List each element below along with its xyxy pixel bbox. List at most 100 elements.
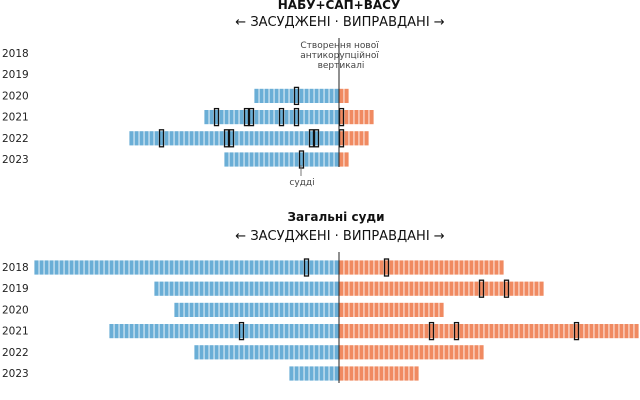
convicted-case-mark <box>78 259 85 276</box>
acquitted-case-mark <box>388 280 395 297</box>
judge-marker <box>428 321 435 341</box>
convicted-case-mark <box>243 344 250 361</box>
acquitted-case-mark <box>473 323 480 340</box>
convicted-case-mark <box>193 259 200 276</box>
convicted-case-mark <box>143 259 150 276</box>
convicted-case-mark <box>323 301 330 318</box>
convicted-case-mark <box>273 151 280 168</box>
convicted-case-mark <box>153 323 160 340</box>
acquitted-case-mark <box>383 344 390 361</box>
convicted-case-mark <box>48 259 55 276</box>
convicted-case-mark <box>203 323 210 340</box>
convicted-case-mark <box>268 151 275 168</box>
acquitted-case-mark <box>443 280 450 297</box>
convicted-case-mark <box>118 323 125 340</box>
convicted-case-mark <box>238 280 245 297</box>
convicted-case-mark <box>308 301 315 318</box>
convicted-case-mark <box>308 344 315 361</box>
convicted-case-mark <box>308 323 315 340</box>
acquitted-case-mark <box>368 280 375 297</box>
acquitted-case-mark <box>408 365 415 382</box>
acquitted-case-mark <box>423 301 430 318</box>
convicted-case-mark <box>243 259 250 276</box>
acquitted-case-mark <box>388 301 395 318</box>
acquitted-case-mark <box>418 344 425 361</box>
acquitted-case-mark <box>393 365 400 382</box>
acquitted-case-mark <box>483 259 490 276</box>
acquitted-case-mark <box>423 344 430 361</box>
acquitted-case-mark <box>513 280 520 297</box>
acquitted-case-mark <box>498 323 505 340</box>
acquitted-case-mark <box>353 323 360 340</box>
acquitted-case-mark <box>343 259 350 276</box>
acquitted-case-mark <box>493 259 500 276</box>
convicted-case-mark <box>283 259 290 276</box>
acquitted-case-mark <box>473 344 480 361</box>
convicted-case-mark <box>313 151 320 168</box>
convicted-case-mark <box>193 344 200 361</box>
convicted-case-mark <box>178 323 185 340</box>
acquitted-case-mark <box>448 323 455 340</box>
convicted-case-mark <box>268 323 275 340</box>
convicted-case-mark <box>283 323 290 340</box>
acquitted-case-mark <box>528 280 535 297</box>
acquitted-case-mark <box>418 301 425 318</box>
acquitted-case-mark <box>398 344 405 361</box>
acquitted-case-mark <box>393 301 400 318</box>
convicted-case-mark <box>118 259 125 276</box>
judges-annotation: судді <box>289 178 314 188</box>
convicted-case-mark <box>268 259 275 276</box>
acquitted-case-mark <box>358 130 365 147</box>
convicted-case-mark <box>268 344 275 361</box>
acquitted-case-mark <box>373 344 380 361</box>
acquitted-case-mark <box>613 323 620 340</box>
convicted-case-mark <box>263 130 270 147</box>
convicted-case-mark <box>263 88 270 104</box>
acquitted-case-mark <box>363 301 370 318</box>
convicted-case-mark <box>303 109 310 125</box>
convicted-case-mark <box>243 130 250 147</box>
convicted-case-mark <box>263 109 270 125</box>
acquitted-case-mark <box>603 323 610 340</box>
convicted-case-mark <box>288 301 295 318</box>
convicted-case-mark <box>183 323 190 340</box>
acquitted-case-mark <box>443 259 450 276</box>
convicted-case-mark <box>73 259 80 276</box>
convicted-case-mark <box>258 344 265 361</box>
convicted-case-mark <box>308 88 315 104</box>
convicted-case-mark <box>63 259 70 276</box>
acquitted-case-mark <box>413 344 420 361</box>
acquitted-case-mark <box>628 323 635 340</box>
acquitted-case-mark <box>523 280 530 297</box>
convicted-case-mark <box>208 344 215 361</box>
convicted-case-mark <box>298 280 305 297</box>
convicted-case-mark <box>228 109 235 125</box>
acquitted-case-mark <box>448 344 455 361</box>
convicted-case-mark <box>263 301 270 318</box>
convicted-case-mark <box>273 344 280 361</box>
convicted-case-mark <box>253 301 260 318</box>
panel-1-title: НАБУ+САП+ВАСУ <box>278 0 400 12</box>
acquitted-case-mark <box>418 323 425 340</box>
convicted-case-mark <box>278 88 285 104</box>
acquitted-case-mark <box>563 323 570 340</box>
convicted-case-mark <box>168 259 175 276</box>
convicted-case-mark <box>153 259 160 276</box>
convicted-case-mark <box>328 88 335 104</box>
convicted-case-mark <box>328 323 335 340</box>
acquitted-case-mark <box>363 130 370 147</box>
convicted-case-mark <box>308 259 315 276</box>
panel-1: 2018 2019 2020 2021 2022 2023 <box>2 38 375 169</box>
convicted-case-mark <box>153 130 160 147</box>
convicted-case-mark <box>233 109 240 125</box>
acquitted-case-mark <box>438 344 445 361</box>
acquitted-case-mark <box>388 344 395 361</box>
convicted-case-mark <box>293 280 300 297</box>
convicted-case-mark <box>333 259 340 276</box>
acquitted-case-mark <box>483 280 490 297</box>
acquitted-case-mark <box>388 365 395 382</box>
convicted-case-mark <box>293 130 300 147</box>
convicted-case-mark <box>248 301 255 318</box>
convicted-case-mark <box>223 344 230 361</box>
convicted-case-mark <box>288 365 295 382</box>
